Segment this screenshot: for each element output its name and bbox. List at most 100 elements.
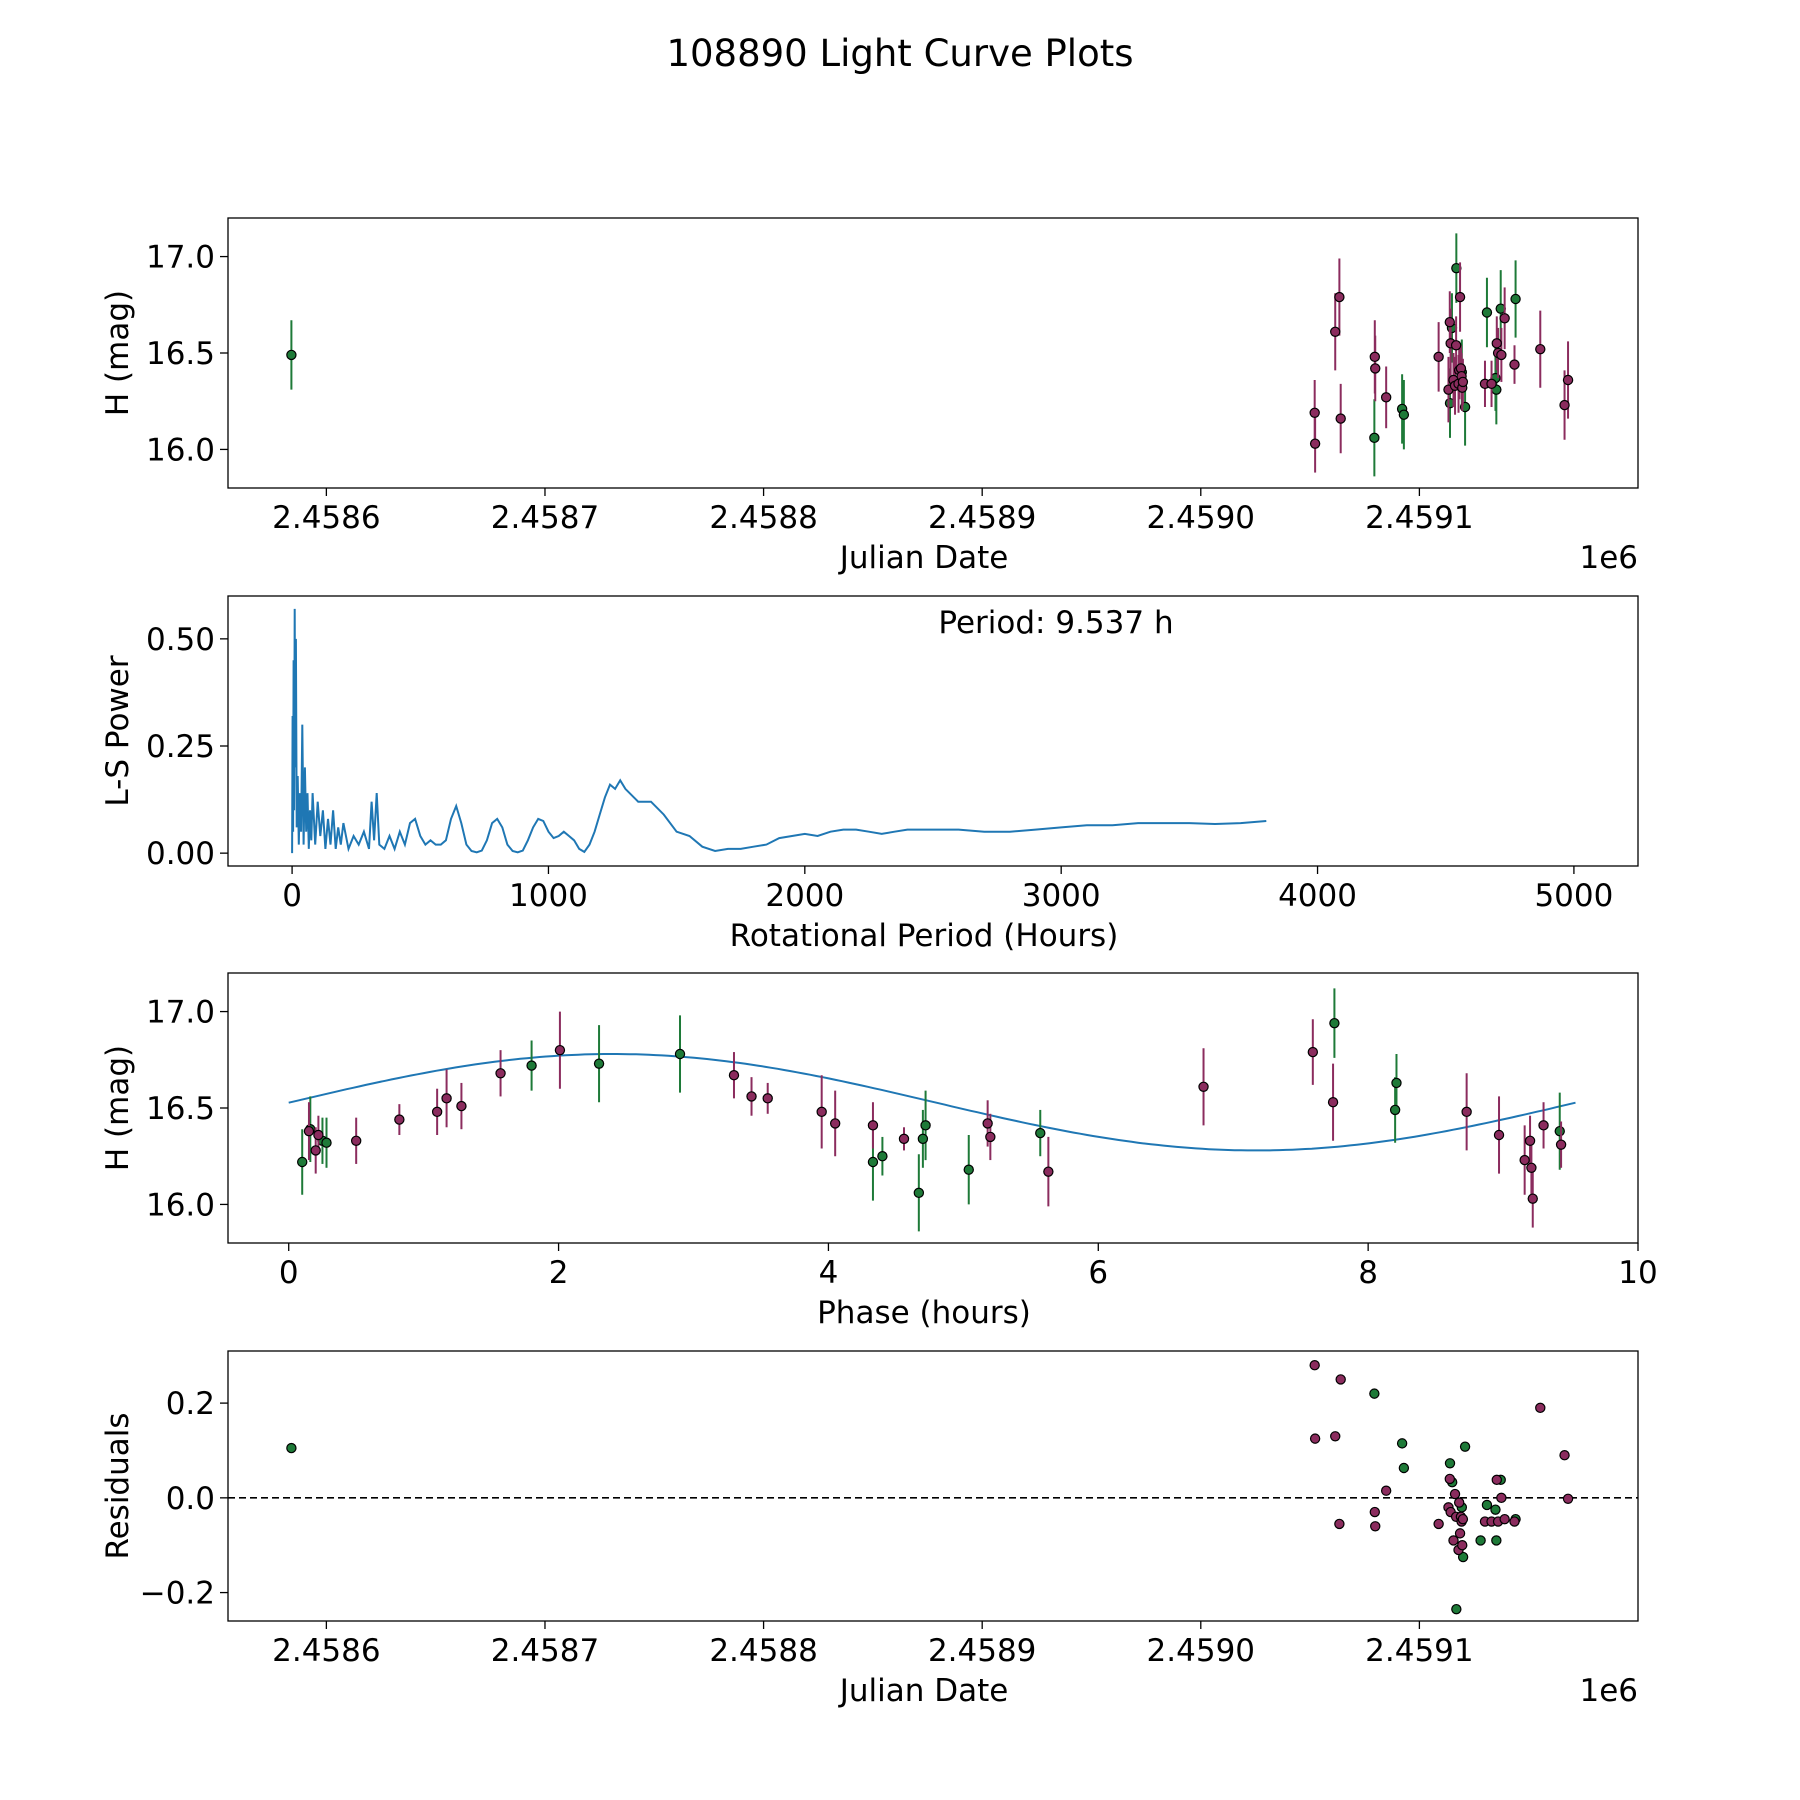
phased-x-tick-label: 2 [549,1255,569,1291]
residuals-point-magenta [1380,1485,1392,1496]
residuals-point-magenta [1457,1540,1468,1551]
phased-point-magenta [1043,1166,1054,1177]
phased-y-axis-label: H (mag) [100,1045,136,1171]
phased-point-green [920,1120,931,1131]
residuals-y-tick-label: −0.2 [140,1576,215,1612]
lightcurve-axes-frame [227,217,1639,489]
residuals-y-tick-label: 0.2 [166,1386,215,1422]
residuals-point-magenta [1370,1521,1381,1532]
lightcurve-point-magenta [1334,291,1345,303]
residuals-y-axis-label: Residuals [100,1412,136,1559]
phased-point-magenta [303,1125,315,1137]
periodogram-x-tick-label: 1000 [509,878,588,914]
residuals-x-tick-label: 2.4587 [491,1633,599,1669]
residuals-point-magenta [1444,1473,1455,1485]
residuals-point-green [1369,1388,1380,1399]
lightcurve-y-tick-label: 17.0 [146,240,215,276]
lightcurve-point-green [1481,307,1493,318]
phased-point-magenta [728,1070,740,1081]
phased-point-magenta [1307,1046,1319,1058]
lightcurve-point-magenta [1509,359,1520,370]
phased-point-green [877,1151,888,1162]
lightcurve-x-tick-label: 2.4589 [928,500,1036,536]
periodogram-period-annotation: Period: 9.537 h [938,605,1173,641]
phased-y-tick-label: 16.0 [146,1187,215,1223]
residuals-point-green [1490,1504,1501,1515]
phased-point-green [1035,1127,1046,1139]
phased-point-magenta [1555,1139,1567,1150]
phased-model-curve [288,1053,1576,1152]
phased-point-green [917,1133,929,1145]
lightcurve-point-magenta [1309,407,1320,418]
periodogram-x-tick-label: 4000 [1278,878,1357,914]
phased-point-green [297,1156,308,1168]
phased-point-magenta [456,1100,467,1112]
phased-y-tick-label: 16.5 [146,1091,215,1127]
phased-point-magenta [985,1131,996,1143]
residuals-axes-frame [227,1350,1639,1622]
residuals-point-magenta [1562,1493,1574,1504]
figure-title: 108890 Light Curve Plots [666,32,1133,75]
residuals-x-tick-label: 2.4586 [272,1633,380,1669]
phased-panel: 0 2 4 6 8 10 16.0 16.5 17.0 Phase (hours) H (mag) [100,972,1658,1331]
residuals-x-tick-label: 2.4590 [1147,1633,1255,1669]
residuals-point-magenta [1330,1431,1341,1442]
residuals-point-magenta [1309,1360,1320,1371]
residuals-point-green [1396,1438,1408,1449]
phased-point-magenta [829,1118,841,1129]
phased-x-tick-label: 8 [1358,1255,1378,1291]
residuals-point-magenta [1496,1492,1507,1504]
phased-point-green [526,1060,537,1071]
lightcurve-point-magenta [1370,363,1381,374]
lightcurve-point-magenta [1335,413,1346,424]
phased-point-green [1391,1077,1402,1089]
residuals-x-axis-label: Julian Date [838,1673,1009,1709]
phased-point-magenta [495,1068,506,1079]
lightcurve-y-axis-label: H (mag) [100,290,136,416]
phased-x-tick-label: 10 [1618,1255,1657,1291]
lightcurve-point-magenta [1330,326,1341,337]
phased-point-magenta [1526,1162,1537,1173]
residuals-x-tick-label: 2.4591 [1365,1633,1473,1669]
lightcurve-point-magenta [1491,338,1502,349]
lightcurve-point-magenta [1496,349,1507,361]
phased-point-magenta [1538,1120,1549,1131]
residuals-x-tick-label: 2.4588 [709,1633,817,1669]
phased-point-magenta [1327,1097,1339,1108]
phased-point-magenta [762,1093,773,1104]
phased-point-green [963,1164,974,1175]
phased-point-magenta [431,1106,443,1118]
phased-x-tick-label: 0 [279,1255,299,1291]
residuals-point-green [1457,1551,1469,1563]
periodogram-x-tick-label: 0 [282,878,302,914]
phased-point-magenta [982,1118,993,1129]
phased-point-magenta [310,1145,321,1156]
periodogram-x-tick-label: 5000 [1534,878,1613,914]
lightcurve-x-axis-label: Julian Date [838,540,1009,576]
periodogram-x-axis-label: Rotational Period (Hours) [730,918,1119,954]
lightcurve-point-green [1369,432,1380,444]
residuals-point-magenta [1309,1433,1321,1444]
phased-point-magenta [816,1106,827,1118]
plot-area: 2.4586 2.4587 2.4588 2.4589 2.4590 2.4591 16.0… [100,217,1658,1709]
lightcurve-point-magenta [1559,399,1570,411]
residuals-point-magenta [1453,1497,1465,1508]
lightcurve-point-magenta [1369,351,1381,363]
lightcurve-point-magenta [1535,343,1546,355]
lightcurve-y-tick-label: 16.5 [146,336,215,372]
phased-point-green [593,1058,605,1069]
phased-point-magenta [1198,1081,1209,1092]
residuals-point-magenta [1454,1528,1466,1539]
phased-point-green [1329,1017,1340,1029]
lightcurve-panel: 2.4586 2.4587 2.4588 2.4589 2.4590 2.4591 16.0… [100,217,1639,576]
phased-x-tick-label: 6 [1088,1255,1108,1291]
phased-point-magenta [1519,1154,1530,1166]
phased-point-magenta [350,1135,362,1146]
residuals-point-green [1444,1458,1456,1469]
lightcurve-point-magenta [1457,376,1469,388]
phased-point-green [321,1137,332,1148]
periodogram-x-tick-label: 3000 [1022,878,1101,914]
residuals-x-tick-label: 2.4589 [928,1633,1036,1669]
phased-point-green [913,1187,925,1199]
